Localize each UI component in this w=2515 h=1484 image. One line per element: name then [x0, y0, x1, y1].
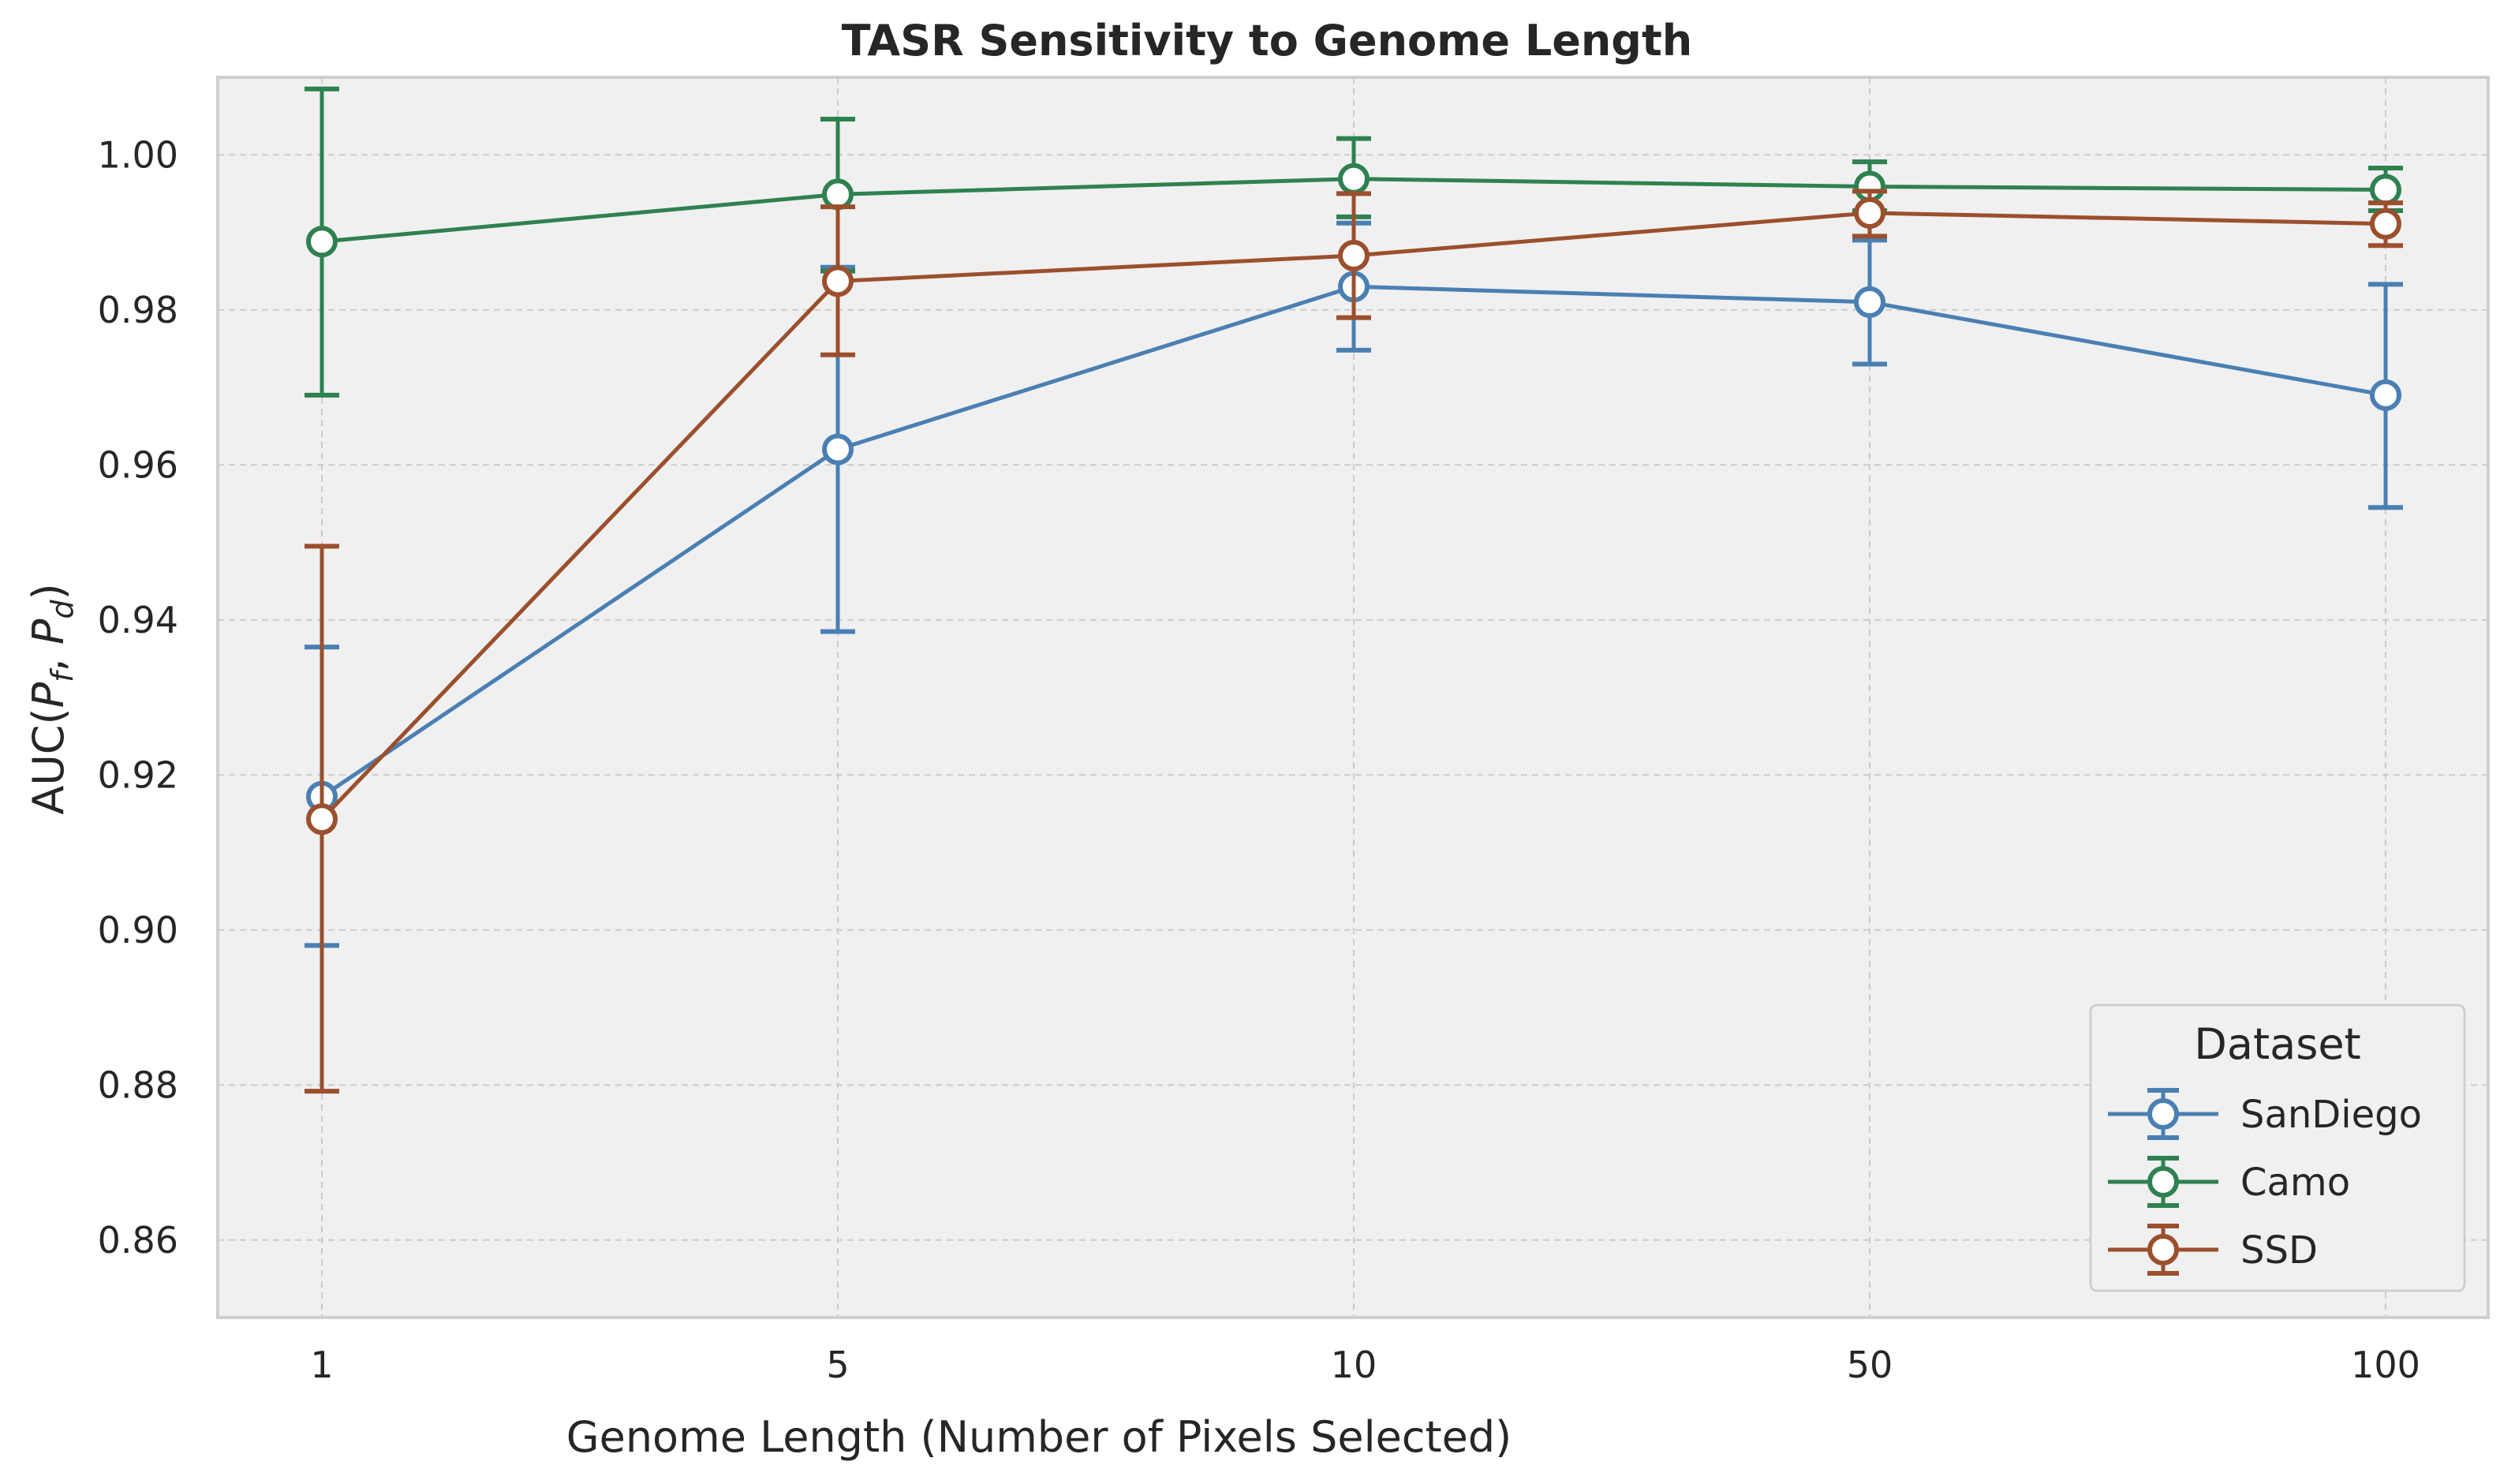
y-axis-label-p1: P — [24, 682, 73, 708]
legend-label: SanDiego — [2240, 1093, 2422, 1137]
x-tick-label: 1 — [310, 1344, 333, 1386]
data-point — [2370, 174, 2401, 206]
data-point — [2370, 379, 2401, 411]
x-axis-label: Genome Length (Number of Pixels Selected… — [566, 1412, 1512, 1462]
legend-marker — [2147, 1098, 2179, 1130]
legend-marker — [2147, 1234, 2179, 1265]
legend-items: SanDiego Camo SSD — [2108, 1088, 2422, 1276]
legend-item-camo: Camo — [2108, 1156, 2350, 1208]
x-tick-label: 50 — [1847, 1344, 1893, 1386]
x-axis-ticks: 1 5 10 50 100 — [310, 1344, 2420, 1386]
x-tick-label: 100 — [2351, 1344, 2420, 1386]
data-point — [1338, 239, 1370, 271]
legend-title: Dataset — [2194, 1019, 2360, 1069]
y-axis-label-p2: P — [24, 619, 73, 645]
x-tick-label: 10 — [1331, 1344, 1377, 1386]
y-tick-label: 0.94 — [98, 599, 178, 641]
y-axis-label-sep: , — [24, 645, 73, 671]
y-axis-label-prefix: AUC( — [24, 708, 73, 814]
legend-label: Camo — [2240, 1161, 2350, 1205]
legend-marker — [2147, 1166, 2179, 1198]
legend: Dataset SanDiego Camo SSD — [2089, 1004, 2466, 1292]
y-axis-label-suffix: ) — [24, 583, 73, 600]
y-tick-label: 0.86 — [98, 1219, 178, 1262]
series-ssd — [305, 189, 2403, 1094]
data-point — [306, 803, 338, 835]
series-layer — [305, 86, 2403, 1094]
y-tick-label: 0.88 — [98, 1063, 178, 1106]
series-camo — [305, 86, 2403, 398]
legend-label: SSD — [2240, 1228, 2318, 1273]
y-tick-label: 0.90 — [98, 909, 178, 951]
chart-title: TASR Sensitivity to Genome Length — [842, 16, 1692, 65]
data-point — [1854, 286, 1885, 318]
data-point — [1854, 196, 1885, 229]
y-tick-label: 0.92 — [98, 753, 178, 796]
legend-item-ssd: SSD — [2108, 1224, 2318, 1276]
data-point — [1338, 163, 1370, 195]
y-axis-ticks: 0.86 0.88 0.90 0.92 0.94 0.96 0.98 1.00 — [98, 133, 178, 1262]
y-axis-label: AUC(Pf, Pd) — [24, 583, 80, 814]
x-tick-label: 5 — [826, 1344, 849, 1386]
data-point — [822, 265, 854, 297]
legend-box — [2089, 1004, 2466, 1292]
y-tick-label: 0.96 — [98, 443, 178, 486]
y-tick-label: 0.98 — [98, 289, 178, 331]
legend-item-sandiego: SanDiego — [2108, 1088, 2422, 1140]
data-point — [822, 433, 854, 465]
data-point — [822, 178, 854, 211]
y-axis-label-sub2: d — [45, 600, 80, 619]
y-tick-label: 1.00 — [98, 133, 178, 176]
data-point — [306, 226, 338, 258]
data-point — [2370, 207, 2401, 240]
